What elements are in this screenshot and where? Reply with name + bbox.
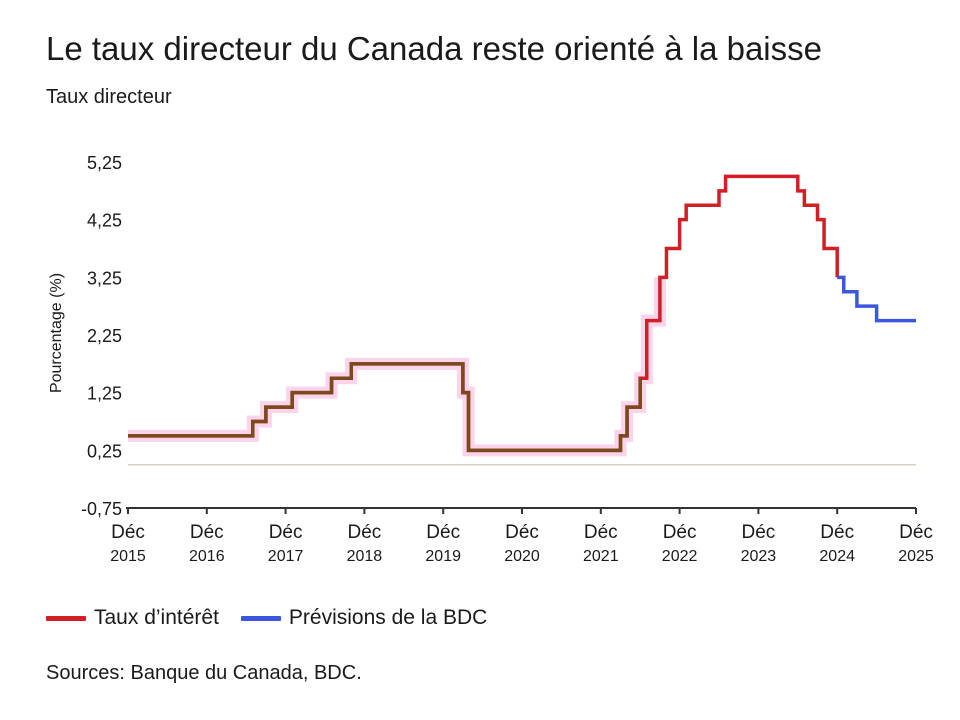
x-tick-label-year: 2015: [110, 548, 146, 565]
x-tick-label-year: 2024: [819, 548, 855, 565]
chart-title: Le taux directeur du Canada reste orient…: [46, 30, 822, 67]
legend-label-actual: Taux d’intérêt: [94, 606, 219, 629]
y-tick-label: 1,25: [87, 384, 122, 404]
legend-item-forecast: Prévisions de la BDC: [240, 606, 488, 630]
y-axis-label: Pourcentage (%): [48, 273, 65, 393]
series-line-actual-overlay: [128, 362, 642, 453]
axis-layer: 5,25 4,25 3,25 2,25 1,25 0,25 -0,75 Déc 2015 Déc 2…: [81, 153, 934, 565]
y-tick-label: 5,25: [87, 153, 122, 173]
y-tick-label: 2,25: [87, 326, 122, 346]
x-tick-label-month: Déc: [584, 522, 618, 543]
x-tick-label-year: 2025: [898, 548, 934, 565]
x-tick-label-year: 2020: [504, 548, 540, 565]
x-tick-label-year: 2022: [662, 548, 698, 565]
x-tick-label-month: Déc: [505, 522, 539, 543]
x-tick-label-month: Déc: [820, 522, 854, 543]
x-tick-label-month: Déc: [899, 522, 933, 543]
x-tick-label-year: 2019: [425, 548, 461, 565]
legend: Taux d’intérêt Prévisions de la BDC: [46, 606, 509, 630]
x-tick-label-year: 2017: [268, 548, 304, 565]
series-layer: [128, 174, 916, 453]
legend-item-actual: Taux d’intérêt: [46, 606, 219, 630]
x-tick-label-month: Déc: [663, 522, 697, 543]
x-tick-label-year: 2023: [741, 548, 777, 565]
y-tick-label: 4,25: [87, 211, 122, 231]
x-tick-label-month: Déc: [111, 522, 145, 543]
x-tick-label-month: Déc: [742, 522, 776, 543]
legend-swatch-actual: [46, 615, 86, 621]
source-note: Sources: Banque du Canada, BDC.: [46, 662, 362, 684]
x-tick-label-month: Déc: [190, 522, 224, 543]
y-tick-label: -0,75: [81, 499, 122, 519]
series-line-actual: [128, 174, 839, 453]
policy-rate-chart: 5,25 4,25 3,25 2,25 1,25 0,25 -0,75 Déc 2015 Déc 2…: [48, 153, 934, 565]
x-tick-label-month: Déc: [269, 522, 303, 543]
x-tick-label-year: 2018: [347, 548, 383, 565]
series-line-forecast: [837, 275, 916, 323]
legend-label-forecast: Prévisions de la BDC: [288, 606, 488, 629]
x-tick-label-month: Déc: [426, 522, 460, 543]
x-tick-label-year: 2016: [189, 548, 225, 565]
y-tick-label: 0,25: [87, 441, 122, 461]
chart-subtitle: Taux directeur: [46, 86, 172, 108]
x-tick-label-year: 2021: [583, 548, 619, 565]
x-tick-label-month: Déc: [348, 522, 382, 543]
y-tick-label: 3,25: [87, 268, 122, 288]
legend-swatch-forecast: [240, 615, 281, 621]
